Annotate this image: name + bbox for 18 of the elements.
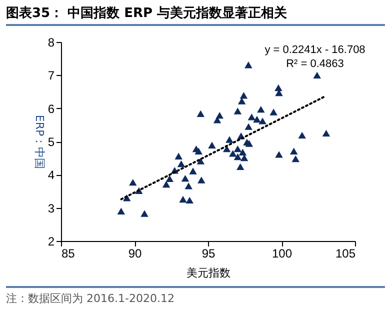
x-tick-label: 95 [202, 246, 216, 260]
annotation: y = 0.2241x - 16.708 [264, 44, 366, 56]
x-axis-title: 美元指数 [186, 266, 230, 280]
x-tick-label: 85 [62, 246, 76, 260]
y-axis-title: ERP：中国 [32, 114, 46, 170]
y-tick-label: 7 [48, 68, 55, 83]
y-tick-label: 6 [48, 102, 55, 116]
y-tick-label: 5 [48, 135, 55, 149]
y-tick-label: 2 [48, 234, 55, 248]
y-tick-label: 3 [48, 201, 55, 216]
text: 注：数据区间为 2016.1-2020.12 [6, 291, 174, 306]
x-tick-label: 100 [272, 246, 292, 260]
x-tick-label: 90 [128, 246, 142, 260]
y-tick-label: 8 [48, 36, 55, 50]
annotation: R² = 0.4863 [286, 58, 344, 70]
y-tick-label: 4 [48, 168, 55, 182]
x-tick-label: 105 [335, 246, 356, 260]
chart-title: 图表35： 中国指数 ERP 与美元指数显著正相关 [6, 4, 288, 22]
